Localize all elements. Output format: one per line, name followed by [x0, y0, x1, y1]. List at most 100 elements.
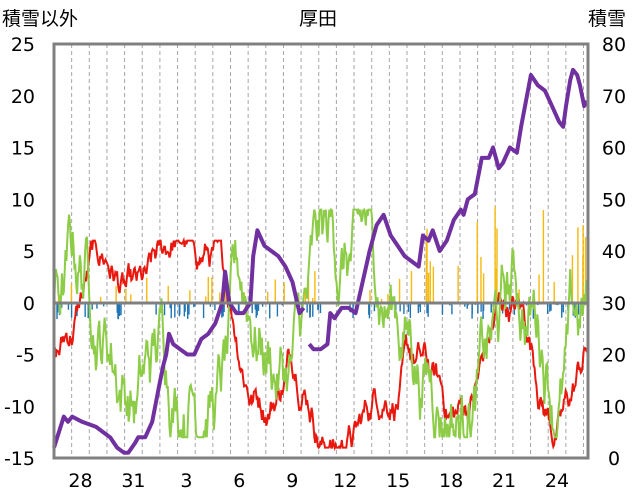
y-left-tick-label: 10 [11, 189, 35, 211]
precip-bar-negative [451, 302, 453, 315]
precip-bar-negative [91, 302, 93, 310]
x-tick-label: 3 [180, 470, 192, 492]
precip-bar [429, 261, 432, 303]
precip-bar-negative [188, 302, 190, 315]
y-left-tick-label: -5 [16, 345, 35, 367]
y-right-tick-label: 40 [602, 241, 626, 263]
precip-bar [70, 283, 73, 303]
precip-bar-negative [255, 302, 258, 312]
precip-bar-negative [56, 302, 58, 320]
precip-bar [538, 274, 540, 303]
precip-bar [457, 265, 459, 303]
precip-bar-negative [120, 302, 122, 316]
plot-frame [52, 42, 590, 460]
precip-bar [167, 285, 169, 303]
precip-bar-negative [549, 302, 551, 312]
precip-bar-negative [490, 302, 492, 313]
y-left-tick-label: -15 [4, 448, 35, 470]
x-tick-label: 15 [386, 470, 410, 492]
precip-bar-negative [419, 302, 422, 313]
precip-bar-negative [223, 302, 225, 313]
precip-bar [542, 210, 545, 303]
precip-bar [115, 286, 117, 303]
precip-bar [432, 266, 435, 303]
precip-bar [99, 296, 102, 303]
precip-bar [207, 276, 209, 303]
precip-bar-negative [57, 302, 59, 313]
precip-bar [426, 228, 428, 303]
y-right-tick-label: 70 [602, 86, 626, 108]
precip-bar-negative [466, 302, 468, 309]
x-tick-label: 18 [439, 470, 463, 492]
precip-bar-negative [155, 302, 157, 315]
precip-bar [189, 290, 191, 303]
precip-bar [205, 296, 207, 303]
y-left-tick-label: 5 [23, 241, 35, 263]
precip-bar-negative [70, 302, 73, 318]
precip-bar-negative [209, 302, 212, 307]
y-left-tick-label: 25 [11, 34, 35, 56]
precip-bar [266, 291, 269, 303]
precip-bar [480, 257, 482, 303]
y-right-tick-label: 10 [602, 396, 626, 418]
precip-bar [398, 278, 401, 303]
y-right-tick-label: 30 [602, 293, 626, 315]
precip-bar-negative [399, 302, 401, 312]
precip-bar [482, 273, 485, 303]
precip-bar [211, 277, 213, 303]
precip-bar [369, 290, 371, 303]
precip-bar [410, 271, 413, 303]
precip-bar [494, 206, 496, 303]
y-left-tick-label: 15 [11, 138, 35, 160]
precip-bar [571, 255, 574, 303]
precip-bar-negative [464, 302, 466, 307]
precip-bar-negative [532, 302, 535, 319]
precip-bar [584, 236, 587, 303]
precip-bar-negative [116, 302, 118, 313]
precip-bar [274, 279, 276, 303]
precip-bar-negative [418, 302, 420, 307]
precip-bar [219, 292, 221, 303]
y-left-tick-label: 0 [23, 293, 35, 315]
precip-bar-negative [319, 302, 322, 314]
precip-bar-negative [251, 302, 253, 314]
precip-bar [125, 288, 127, 303]
precip-bar-negative [480, 302, 482, 312]
precip-bar-negative [87, 302, 89, 319]
precip-bar-negative [426, 302, 428, 314]
precip-bar [224, 288, 227, 303]
precip-bar-negative [179, 302, 181, 315]
y-right-tick-label: 50 [602, 189, 626, 211]
x-tick-label: 31 [121, 470, 145, 492]
precip-bar [496, 228, 498, 303]
precip-bar-negative [276, 302, 279, 317]
y-left-tick-label: 20 [11, 86, 35, 108]
y-right-tick-label: 0 [608, 448, 620, 470]
snow-depth-line [307, 67, 589, 352]
precip-bar-negative [306, 302, 308, 313]
precip-bar [146, 277, 148, 303]
precip-bar-negative [562, 302, 565, 313]
grid [71, 44, 584, 458]
x-tick-label: 9 [286, 470, 298, 492]
precip-bar-negative [117, 302, 120, 320]
precip-bar [387, 293, 389, 303]
x-tick-label: 28 [68, 470, 92, 492]
precip-bar-negative [257, 302, 260, 311]
precip-bar-negative [254, 302, 257, 307]
precip-bar-negative [202, 302, 205, 319]
x-ticks: 28 31 3 6 9 12 15 18 21 24 [68, 470, 569, 492]
x-tick-label: 12 [333, 470, 357, 492]
precip-bar-negative [187, 302, 189, 319]
precip-bar-negative [309, 302, 311, 313]
precip-bar-negative [174, 302, 176, 318]
precip-bar [311, 297, 314, 303]
precip-bar-negative [84, 302, 86, 318]
precip-bar [130, 294, 132, 303]
x-tick-label: 24 [545, 470, 569, 492]
precip-bar-negative [550, 302, 552, 311]
precip-bar-negative [471, 302, 473, 319]
precip-bar-negative [67, 302, 70, 310]
wind-line [53, 207, 588, 439]
